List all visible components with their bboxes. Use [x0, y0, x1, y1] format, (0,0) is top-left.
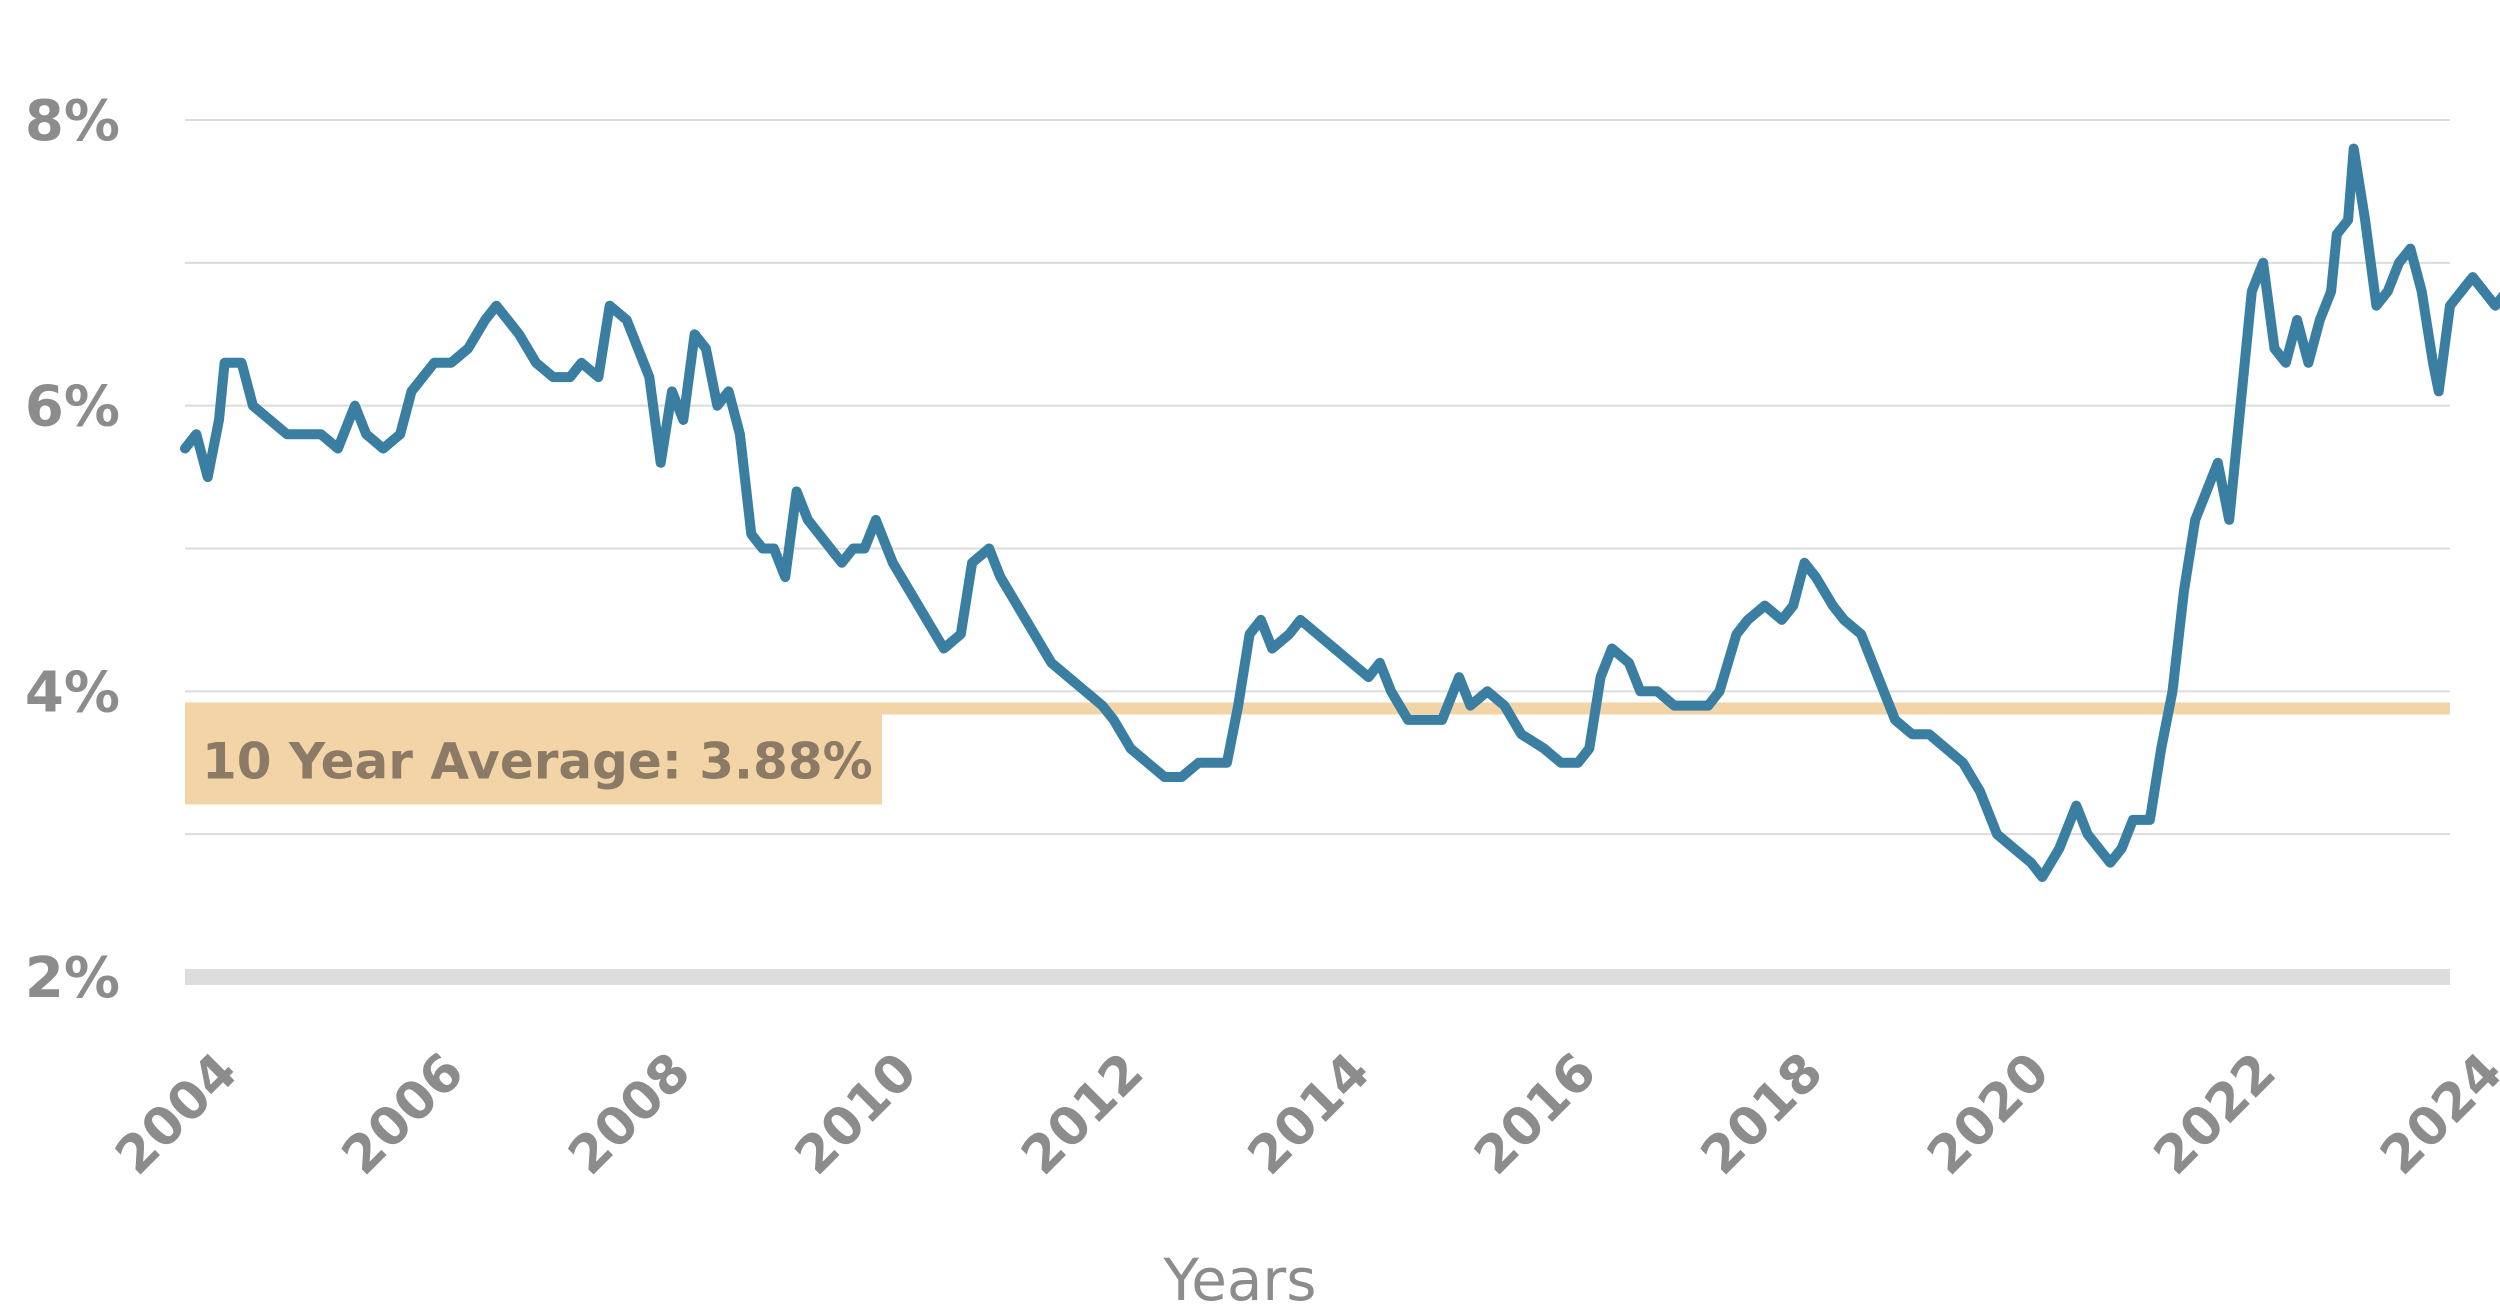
y-tick-label: 8% [25, 89, 120, 154]
x-axis-ticks: 2004 2006 2008 2010 2012 2014 2016 2018 2020 2022… [104, 1042, 2500, 1187]
y-tick-label: 4% [25, 660, 120, 725]
x-tick-label: 2008 [557, 1042, 702, 1187]
average-reference: 10 Year Average: 3.88% [185, 702, 2450, 805]
x-axis-title: Years [1162, 1246, 1316, 1309]
x-tick-label: 2006 [331, 1042, 476, 1187]
grid-lines [185, 119, 2450, 985]
x-tick-label: 2020 [1916, 1042, 2061, 1187]
average-label-box [185, 714, 882, 805]
y-tick-label: 2% [25, 946, 120, 1011]
average-label: 10 Year Average: 3.88% [202, 732, 873, 790]
x-tick-label: 2024 [2369, 1042, 2500, 1187]
x-tick-label: 2018 [1690, 1042, 1835, 1187]
series [180, 143, 2500, 882]
x-tick-label: 2004 [104, 1042, 249, 1187]
x-tick-label: 2010 [784, 1042, 929, 1187]
x-tick-label: 2022 [2143, 1042, 2288, 1187]
series-line [180, 143, 2500, 882]
y-tick-label: 6% [25, 375, 120, 440]
y-axis-ticks: 2% 4% 6% 8% [25, 89, 120, 1011]
x-tick-label: 2012 [1010, 1042, 1155, 1187]
average-line [185, 702, 2450, 715]
x-axis-baseline [185, 969, 2450, 985]
x-tick-label: 2016 [1463, 1042, 1608, 1187]
x-tick-label: 2014 [1237, 1042, 1382, 1187]
